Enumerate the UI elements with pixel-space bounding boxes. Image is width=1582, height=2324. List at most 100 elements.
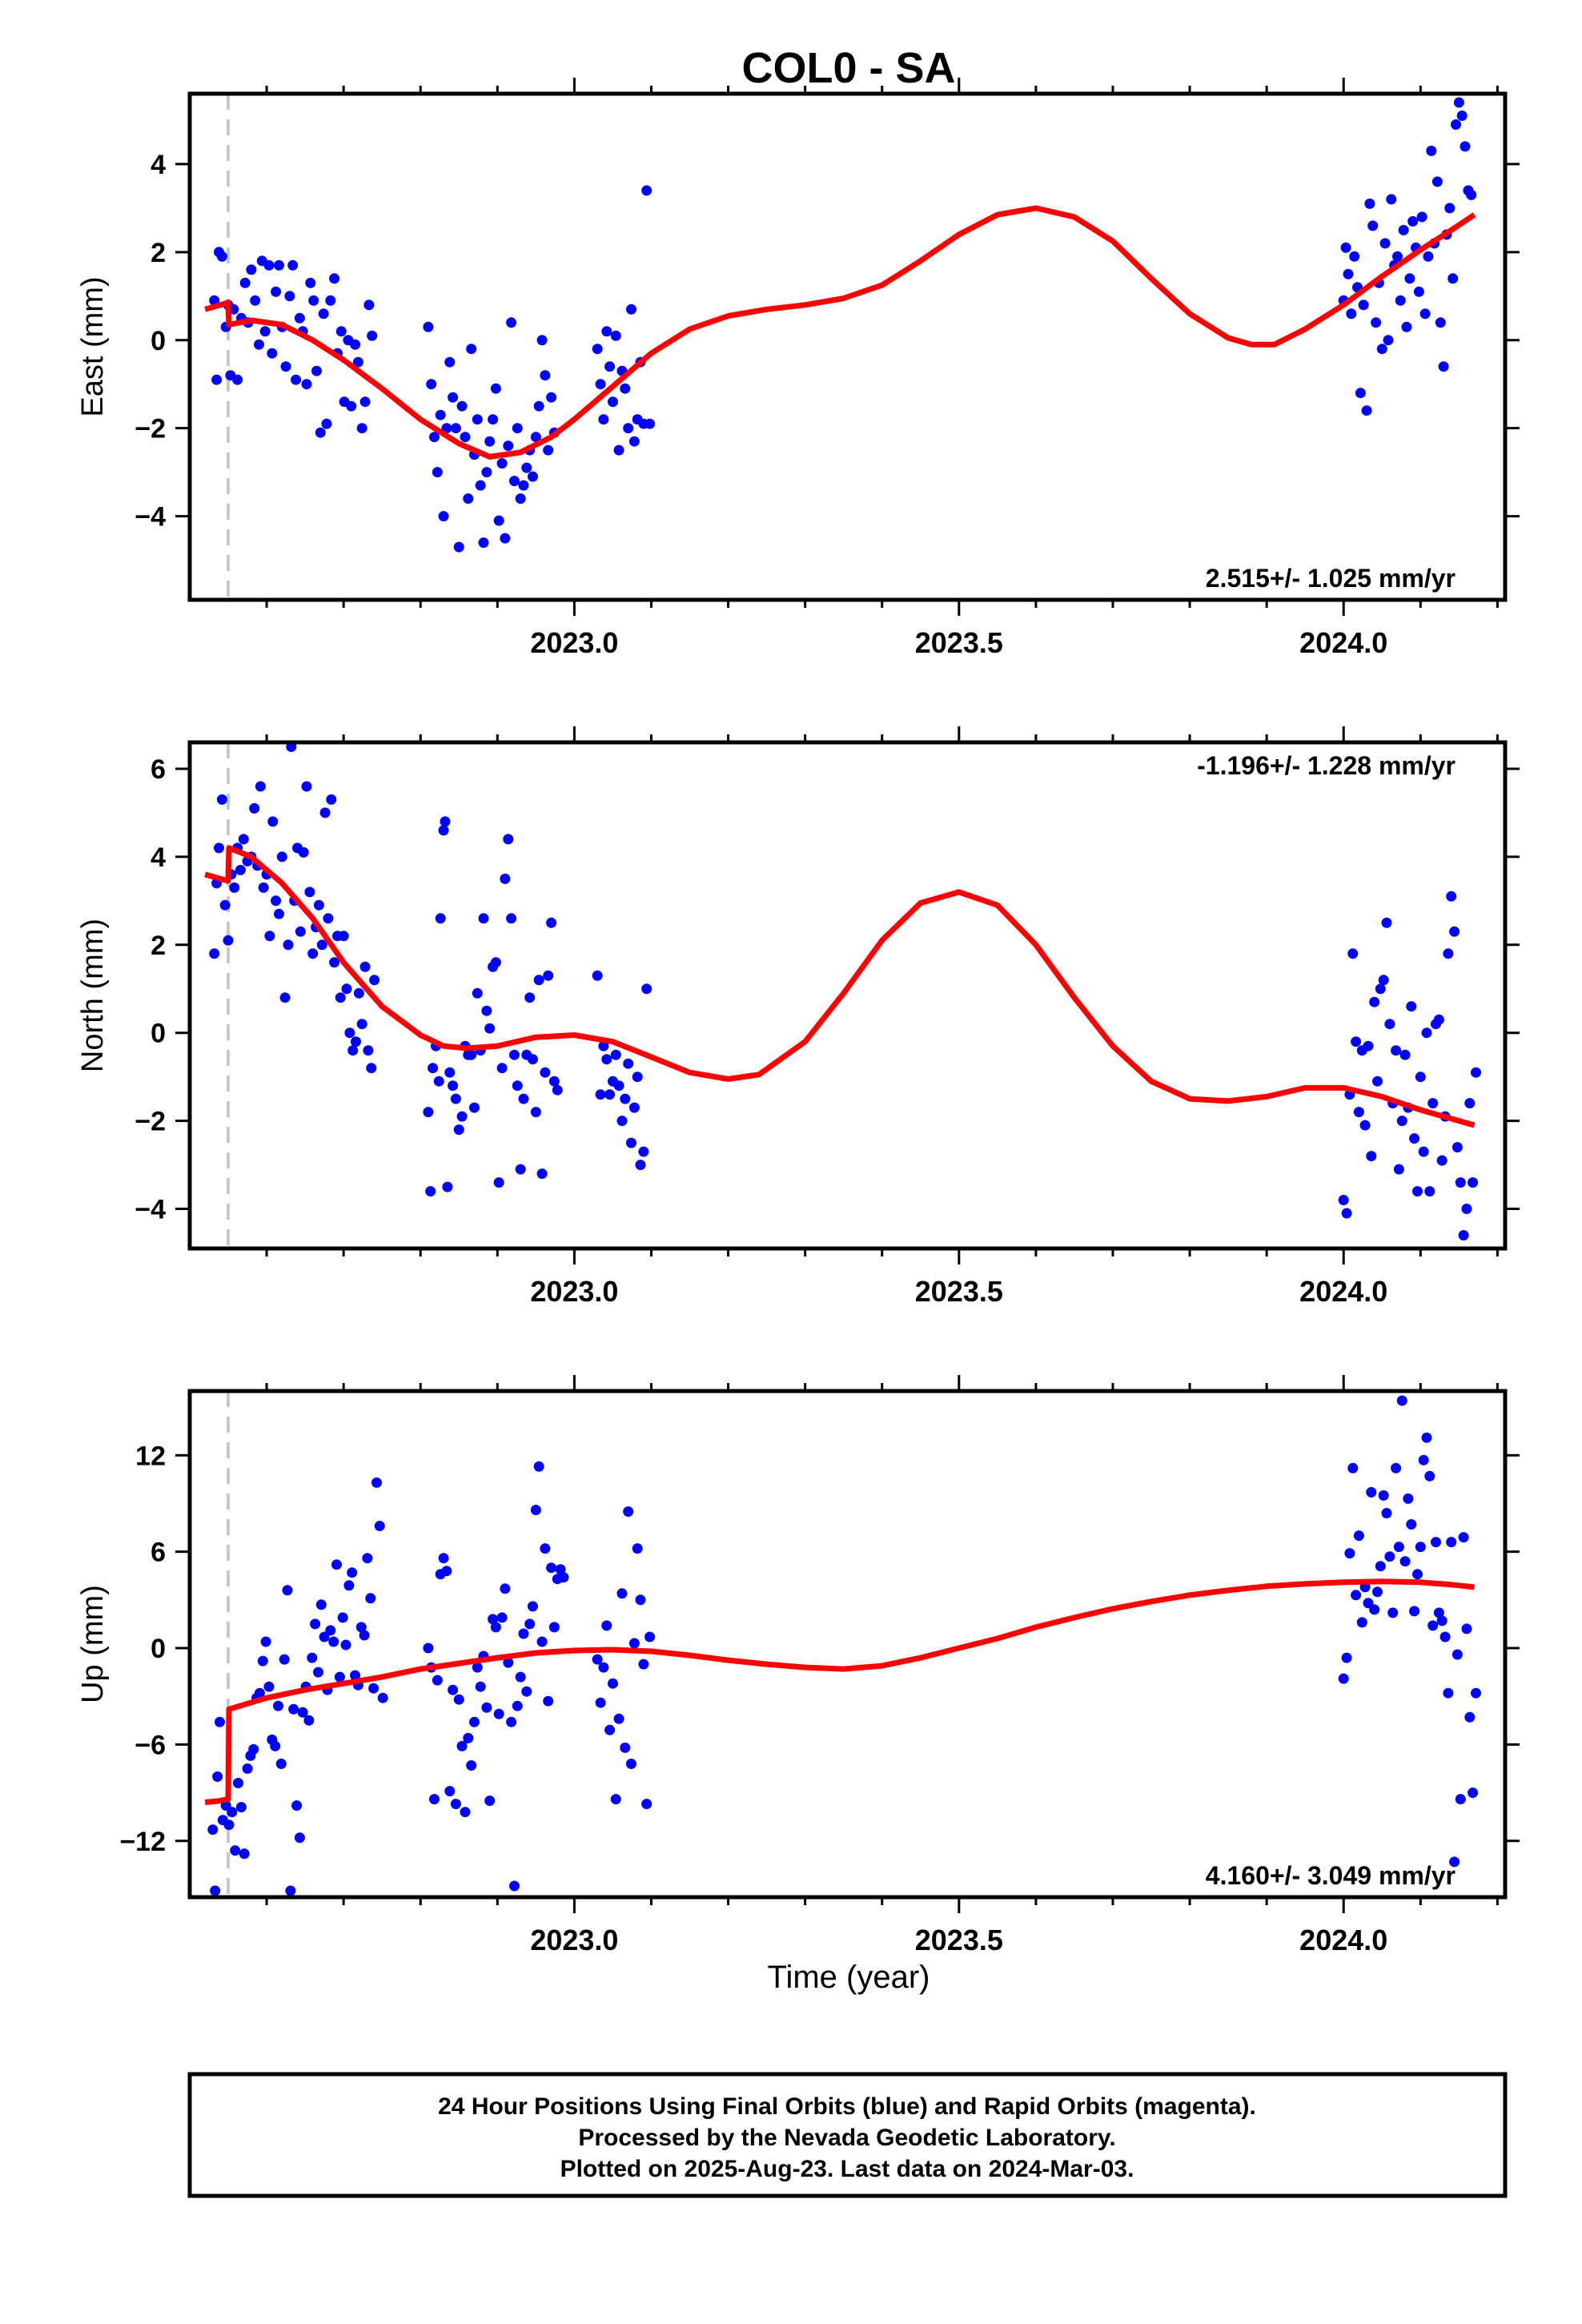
east-data-point: [1371, 317, 1382, 328]
up-data-point: [215, 1716, 225, 1727]
north-data-point: [1421, 1027, 1432, 1039]
up-data-point: [540, 1543, 551, 1554]
up-data-point: [1455, 1794, 1466, 1805]
east-data-point: [429, 432, 440, 443]
north-data-point: [1461, 1204, 1472, 1214]
east-data-point: [540, 370, 551, 381]
up-data-point: [1464, 1711, 1476, 1723]
up-data-point: [1431, 1537, 1441, 1548]
north-data-point: [238, 834, 249, 845]
up-data-point: [1421, 1432, 1432, 1443]
north-data-point: [628, 1102, 640, 1113]
east-data-point: [423, 321, 434, 332]
up-ytick-label: −12: [119, 1827, 166, 1857]
east-plot-frame: [187, 91, 1508, 602]
east-data-point: [1386, 194, 1397, 205]
up-data-point: [484, 1795, 496, 1807]
north-data-point: [536, 1168, 548, 1180]
east-data-point: [444, 356, 456, 368]
north-data-point: [313, 899, 324, 911]
up-data-point: [536, 1636, 548, 1647]
east-data-point: [496, 458, 508, 469]
footer-line-1: 24 Hour Positions Using Final Orbits (bl…: [438, 2093, 1256, 2120]
east-data-point: [271, 286, 282, 297]
up-data-point: [1366, 1486, 1377, 1498]
east-y-axis-label: East (mm): [76, 276, 110, 416]
up-data-point: [521, 1686, 532, 1697]
north-ytick-label: 2: [151, 931, 166, 961]
up-data-point: [543, 1695, 554, 1707]
north-data-point: [546, 917, 557, 928]
north-data-point: [255, 781, 266, 792]
up-data-point: [644, 1631, 656, 1642]
east-data-point: [610, 330, 621, 341]
north-data-point: [423, 1107, 434, 1118]
up-data-point: [1458, 1532, 1469, 1543]
up-data-point: [598, 1662, 609, 1673]
up-data-point: [481, 1702, 492, 1713]
up-data-point: [242, 1763, 253, 1774]
up-data-point: [1356, 1617, 1367, 1628]
east-data-point: [294, 312, 305, 324]
north-data-point: [1415, 1072, 1426, 1083]
up-data-point: [441, 1566, 452, 1577]
up-data-point: [223, 1819, 235, 1831]
east-data-point: [493, 515, 504, 526]
up-data-point: [325, 1625, 336, 1636]
north-data-point: [304, 887, 315, 898]
up-data-point: [524, 1618, 536, 1630]
north-data-point: [1338, 1195, 1349, 1205]
north-data-point: [601, 1054, 612, 1065]
north-data-point: [286, 742, 297, 752]
east-data-point: [1426, 145, 1437, 156]
east-ytick-label: 0: [151, 326, 166, 356]
north-panel: −4 −2 0 2 4 6 2023.0 2023.5 2024.0 North (mm) -1.1…: [76, 726, 1520, 1308]
east-data-point: [321, 418, 332, 429]
north-data-point: [326, 794, 337, 805]
east-data-point: [329, 273, 340, 284]
up-data-point: [362, 1553, 373, 1564]
up-data-point: [331, 1559, 342, 1570]
east-data-point: [475, 480, 486, 491]
east-data-point: [1451, 119, 1461, 130]
north-data-point: [359, 961, 371, 972]
north-data-point: [347, 1045, 359, 1056]
east-data-point: [1453, 97, 1464, 108]
east-data-point: [521, 462, 532, 473]
east-rate-label: 2.515+/- 1.025 mm/yr: [1206, 564, 1456, 593]
up-data-point: [260, 1636, 271, 1647]
north-xtick-label: 2023.0: [530, 1275, 618, 1308]
east-data-point: [1358, 300, 1369, 311]
up-data-point: [1443, 1687, 1454, 1699]
up-data-point: [518, 1628, 529, 1639]
north-data-point: [1369, 996, 1380, 1007]
up-data-point: [1439, 1631, 1451, 1642]
east-data-point: [352, 356, 363, 368]
up-data-point: [297, 1707, 308, 1718]
north-data-point: [509, 1049, 520, 1060]
north-ytick-label: −4: [135, 1195, 166, 1225]
east-data-point: [1392, 251, 1403, 262]
east-data-point: [528, 471, 538, 482]
north-data-point: [351, 1036, 361, 1047]
north-y-axis-label: North (mm): [76, 919, 110, 1072]
north-data-point: [1436, 1155, 1447, 1166]
up-data-point: [490, 1622, 501, 1633]
east-data-point: [346, 400, 357, 412]
east-data-point: [453, 541, 464, 553]
up-ytick-label: 0: [151, 1634, 166, 1664]
east-data-point: [315, 427, 326, 438]
north-data-point: [229, 882, 240, 893]
up-data-point: [1391, 1462, 1402, 1474]
north-data-point: [512, 1080, 523, 1092]
up-data-point: [212, 1771, 223, 1782]
north-data-point: [610, 1049, 621, 1060]
east-data-points: [209, 97, 1477, 553]
north-data-point: [524, 992, 536, 1003]
north-ytick-label: 0: [151, 1019, 166, 1049]
north-data-point: [433, 1076, 444, 1087]
east-data-point: [488, 414, 499, 425]
up-data-point: [371, 1477, 382, 1488]
up-data-point: [1415, 1542, 1426, 1553]
north-data-point: [448, 1080, 459, 1092]
